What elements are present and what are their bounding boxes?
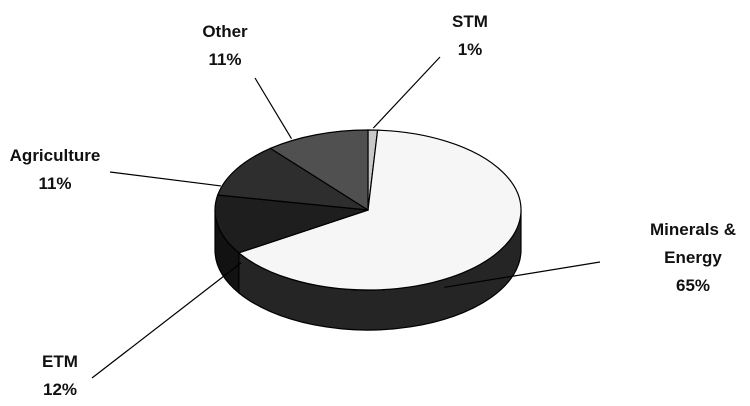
category-name: STM xyxy=(452,12,488,31)
slice xyxy=(269,129,369,212)
slice-label: Agriculture 11% xyxy=(0,142,110,198)
percent-label: 65% xyxy=(675,276,711,295)
percent-label: 12% xyxy=(42,380,78,399)
slice-label: Other 11% xyxy=(180,18,270,74)
slice-label: ETM 12% xyxy=(20,348,100,404)
leader-line xyxy=(109,171,222,187)
category-name: ETM xyxy=(42,352,78,371)
leader-line xyxy=(254,77,293,140)
percent-label: 11% xyxy=(208,50,242,69)
percent-label: 1% xyxy=(457,40,483,59)
slice xyxy=(237,129,522,291)
leader-line xyxy=(372,56,441,129)
leader-line xyxy=(444,261,601,288)
slice xyxy=(216,147,369,211)
percent-label: 11% xyxy=(38,174,72,193)
category-name: Minerals & Energy xyxy=(650,220,736,267)
slice xyxy=(214,194,369,254)
category-name: Other xyxy=(202,22,248,41)
slice-label: STM 1% xyxy=(430,8,510,64)
category-name: Agriculture xyxy=(9,146,101,165)
slice-label: Minerals & Energy 65% xyxy=(638,216,748,300)
leader-line xyxy=(91,262,242,379)
